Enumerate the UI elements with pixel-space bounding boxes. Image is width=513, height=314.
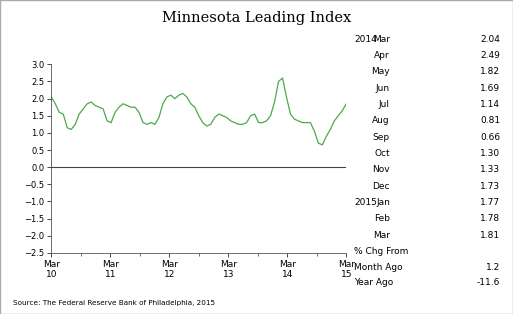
Text: 2.04: 2.04 [480,35,500,44]
Text: 1.2: 1.2 [486,263,500,272]
Text: Month Ago: Month Ago [354,263,403,272]
Text: 2014: 2014 [354,35,377,44]
Text: Jan: Jan [376,198,390,207]
Text: 1.73: 1.73 [480,182,500,191]
Text: Dec: Dec [372,182,390,191]
Text: Year Ago: Year Ago [354,278,393,287]
Text: Mar: Mar [373,35,390,44]
Text: Minnesota Leading Index: Minnesota Leading Index [162,11,351,25]
Text: 0.81: 0.81 [480,116,500,125]
Text: Sep: Sep [373,133,390,142]
Text: 1.77: 1.77 [480,198,500,207]
Text: 0.66: 0.66 [480,133,500,142]
Text: 1.33: 1.33 [480,165,500,174]
Text: 1.14: 1.14 [480,100,500,109]
Text: % Chg From: % Chg From [354,247,408,256]
Text: Mar: Mar [373,231,390,240]
Text: Oct: Oct [374,149,390,158]
Text: Source: The Federal Reserve Bank of Philadelphia, 2015: Source: The Federal Reserve Bank of Phil… [13,300,215,306]
Text: 2.49: 2.49 [480,51,500,60]
Text: 1.81: 1.81 [480,231,500,240]
Text: 2015: 2015 [354,198,377,207]
Text: -11.6: -11.6 [477,278,500,287]
Text: Jun: Jun [376,84,390,93]
Text: Jul: Jul [379,100,390,109]
Text: May: May [371,68,390,76]
Text: 1.69: 1.69 [480,84,500,93]
Text: Aug: Aug [372,116,390,125]
Text: Apr: Apr [374,51,390,60]
Text: Nov: Nov [372,165,390,174]
Text: 1.78: 1.78 [480,214,500,223]
Text: 1.30: 1.30 [480,149,500,158]
Text: 1.82: 1.82 [480,68,500,76]
Text: Feb: Feb [374,214,390,223]
